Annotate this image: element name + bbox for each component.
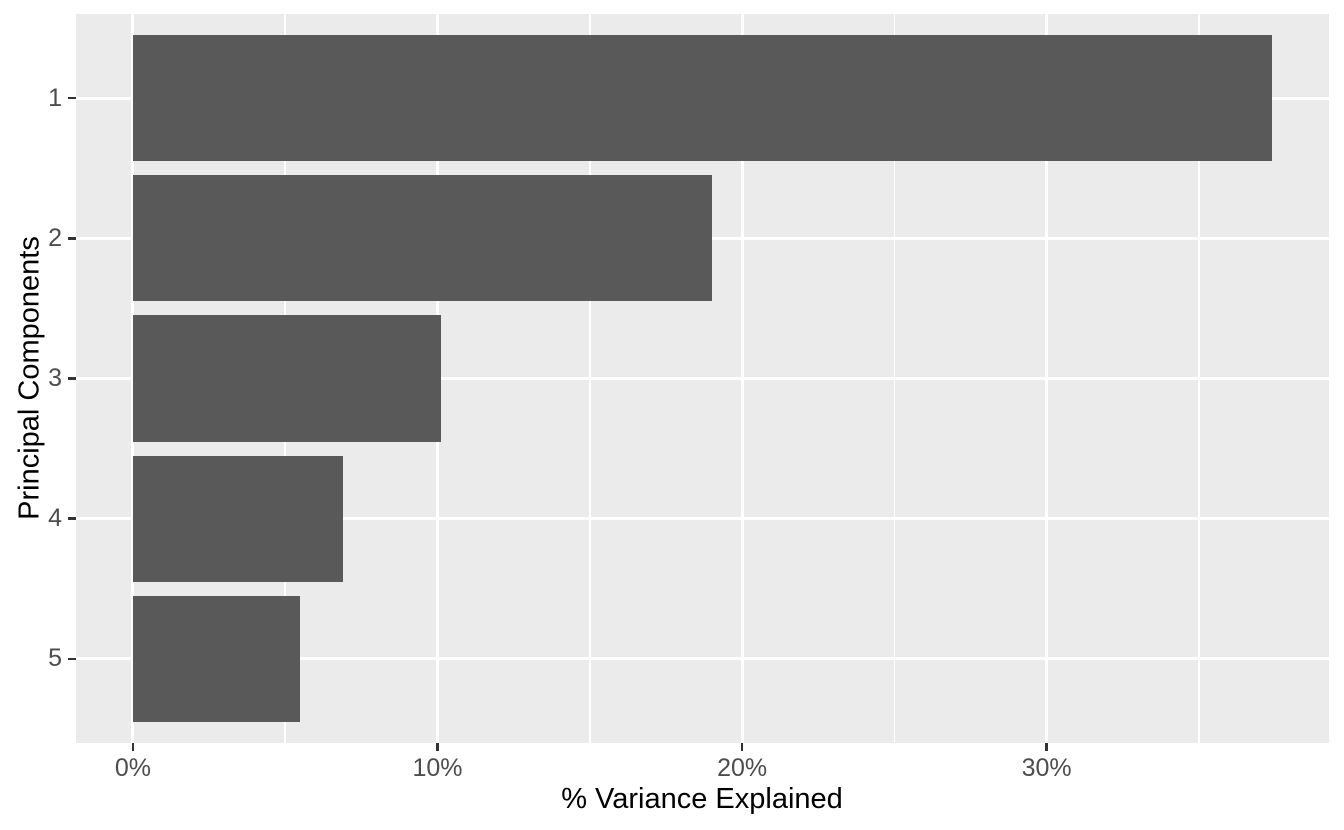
x-axis-title: % Variance Explained — [561, 783, 843, 815]
x-tick-label: 0% — [114, 754, 152, 782]
y-tick-mark — [68, 377, 76, 380]
x-tick-label: 20% — [717, 754, 768, 782]
plot-panel — [76, 14, 1329, 743]
x-tick-label: 30% — [1021, 754, 1072, 782]
y-axis-title: Principal Components — [13, 236, 46, 520]
y-tick-label: 1 — [48, 83, 62, 112]
y-tick-mark — [68, 96, 76, 100]
y-tick-mark — [68, 657, 76, 661]
x-tick-label: 10% — [412, 754, 463, 782]
bar-pc1 — [132, 35, 1273, 162]
bar-pc3 — [132, 315, 441, 442]
y-tick-mark — [68, 237, 76, 240]
x-tick-mark — [131, 743, 135, 751]
y-tick-label: 4 — [48, 504, 62, 533]
bar-pc4 — [132, 455, 344, 582]
gridline-major-y — [76, 657, 1329, 661]
y-tick-label: 2 — [48, 223, 62, 252]
y-tick-label: 5 — [48, 644, 62, 673]
gridline-major-y — [76, 517, 1329, 521]
y-tick-mark — [68, 517, 76, 520]
x-tick-mark — [1045, 743, 1048, 751]
x-tick-mark — [740, 743, 744, 751]
x-tick-mark — [436, 743, 439, 751]
bar-pc2 — [132, 175, 712, 302]
y-tick-label: 3 — [48, 364, 62, 392]
bar-pc5 — [132, 595, 301, 722]
gridline-major-y — [76, 377, 1329, 380]
